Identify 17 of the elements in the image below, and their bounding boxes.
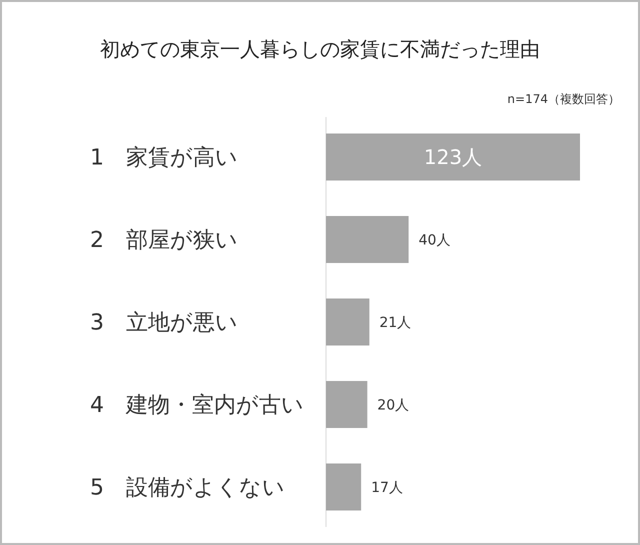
bar (326, 380, 368, 428)
y-tick-label: 5 設備がよくない (90, 476, 285, 501)
bar (326, 463, 362, 510)
y-tick-label: 2 部屋が狭い (90, 228, 238, 254)
bar (326, 298, 370, 346)
data-label: 20人 (377, 397, 410, 414)
data-label: 17人 (371, 480, 403, 496)
y-tick-label: 3 立地が悪い (90, 310, 238, 336)
y-tick-label: 1 家賃が高い (90, 146, 238, 171)
chart-title: 初めての東京一人暮らしの家賃に不満だった理由 (100, 37, 540, 61)
chart-subtitle: n=174（複数回答） (507, 92, 620, 106)
data-label: 40人 (418, 232, 450, 248)
data-label: 123人 (424, 145, 482, 170)
data-label: 21人 (379, 314, 412, 331)
bar (326, 134, 580, 181)
y-tick-label: 4 建物・室内が古い (90, 393, 304, 418)
bar (326, 216, 409, 264)
